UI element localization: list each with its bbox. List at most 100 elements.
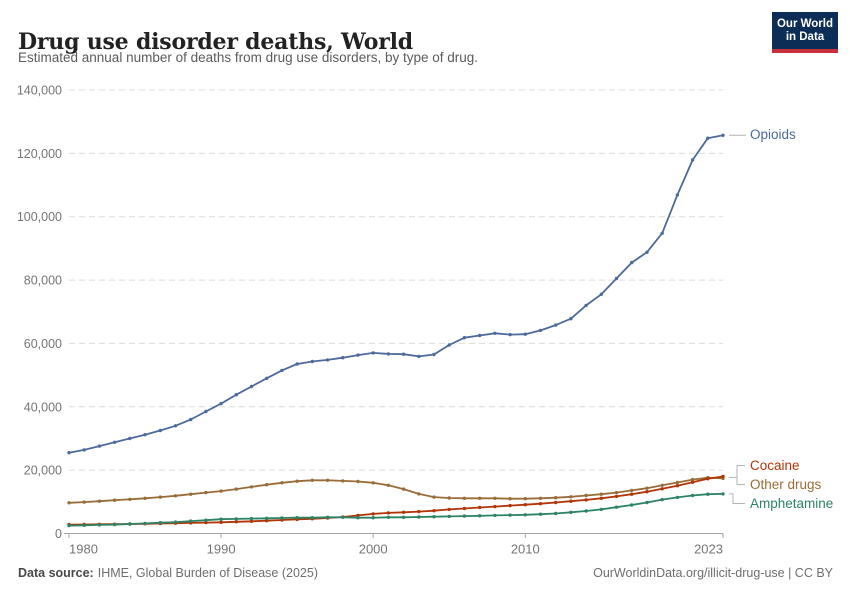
point-cocaine — [721, 474, 725, 479]
x-tick-label: 1980 — [69, 542, 98, 557]
point-other-drugs — [386, 483, 391, 487]
line-cocaine[interactable] — [68, 475, 724, 526]
point-opioids — [97, 444, 102, 448]
point-amphetamine — [432, 515, 436, 519]
point-opioids — [401, 352, 406, 356]
point-amphetamine — [356, 516, 360, 520]
point-other-drugs — [447, 496, 451, 500]
point-amphetamine — [599, 507, 603, 512]
point-other-drugs — [143, 496, 147, 500]
point-opioids — [67, 451, 71, 455]
point-cocaine — [614, 494, 619, 499]
legend-label-cocaine[interactable]: Cocaine — [750, 457, 800, 473]
point-amphetamine — [67, 523, 71, 528]
point-opioids — [280, 368, 284, 373]
point-opioids — [265, 376, 269, 380]
point-opioids — [462, 336, 467, 340]
point-cocaine — [645, 490, 649, 494]
point-other-drugs — [417, 492, 421, 496]
point-amphetamine — [478, 514, 482, 518]
point-cocaine — [675, 484, 680, 488]
point-other-drugs — [569, 495, 573, 499]
legend-label-opioids[interactable]: Opioids — [750, 127, 796, 143]
point-opioids — [554, 323, 558, 327]
point-other-drugs — [599, 492, 603, 496]
point-opioids — [645, 250, 649, 254]
point-amphetamine — [158, 521, 162, 525]
point-amphetamine — [341, 515, 345, 519]
point-opioids — [356, 353, 360, 357]
point-opioids — [341, 356, 345, 360]
point-opioids — [523, 332, 527, 336]
point-cocaine — [219, 520, 223, 524]
y-tick-label: 40,000 — [24, 400, 62, 414]
legend-label-other-drugs[interactable]: Other drugs — [750, 476, 822, 492]
line-opioids[interactable] — [68, 134, 724, 454]
point-amphetamine — [371, 516, 375, 520]
point-amphetamine — [401, 515, 406, 519]
point-other-drugs — [675, 480, 680, 485]
point-opioids — [204, 409, 208, 414]
point-other-drugs — [158, 495, 162, 499]
point-opioids — [371, 351, 375, 355]
point-other-drugs — [295, 479, 299, 483]
point-cocaine — [401, 510, 406, 514]
point-opioids — [508, 332, 512, 337]
point-amphetamine — [508, 513, 512, 517]
point-amphetamine — [569, 510, 573, 514]
point-amphetamine — [721, 492, 725, 496]
point-cocaine — [569, 499, 573, 503]
legend-label-amphetamine[interactable]: Amphetamine — [750, 495, 834, 511]
point-opioids — [538, 328, 543, 333]
point-cocaine — [478, 505, 482, 510]
point-other-drugs — [462, 496, 467, 500]
point-other-drugs — [660, 483, 664, 487]
point-other-drugs — [554, 496, 558, 500]
point-opioids — [675, 193, 680, 197]
point-other-drugs — [645, 486, 649, 490]
point-amphetamine — [310, 516, 314, 520]
point-amphetamine — [630, 503, 634, 507]
point-other-drugs — [341, 479, 345, 483]
owid-logo[interactable]: Our World in Data — [772, 12, 838, 53]
point-cocaine — [493, 504, 497, 509]
point-other-drugs — [523, 497, 527, 501]
point-other-drugs — [325, 478, 330, 482]
point-opioids — [478, 333, 482, 338]
data-source-label: Data source: — [18, 566, 94, 580]
point-other-drugs — [173, 494, 178, 498]
point-other-drugs — [614, 490, 619, 495]
point-other-drugs — [584, 493, 588, 498]
point-opioids — [219, 401, 223, 406]
point-opioids — [493, 331, 497, 335]
point-cocaine — [234, 520, 238, 524]
point-opioids — [158, 428, 162, 433]
point-amphetamine — [554, 511, 558, 516]
point-cocaine — [630, 492, 634, 496]
point-amphetamine — [97, 523, 102, 527]
point-cocaine — [265, 519, 269, 523]
credit-link[interactable]: OurWorldinData.org/illicit-drug-use | CC… — [593, 566, 833, 580]
point-other-drugs — [538, 496, 543, 500]
point-other-drugs — [112, 498, 117, 502]
point-amphetamine — [112, 522, 117, 527]
point-amphetamine — [128, 522, 132, 526]
point-cocaine — [508, 503, 512, 508]
point-other-drugs — [508, 497, 512, 501]
point-cocaine — [417, 509, 421, 514]
point-cocaine — [371, 512, 375, 516]
data-source-value[interactable]: IHME, Global Burden of Disease (2025) — [97, 566, 318, 580]
point-opioids — [630, 260, 634, 265]
point-opioids — [660, 231, 664, 235]
point-other-drugs — [97, 499, 102, 503]
chart-subtitle: Estimated annual number of deaths from d… — [18, 50, 479, 65]
line-amphetamine[interactable] — [68, 492, 724, 527]
line-other-drugs[interactable] — [68, 476, 724, 504]
y-tick-label: 120,000 — [17, 147, 62, 161]
point-amphetamine — [584, 509, 588, 513]
point-amphetamine — [325, 515, 330, 519]
y-tick-label: 20,000 — [24, 464, 62, 478]
data-source-note: Data source: IHME, Global Burden of Disea… — [18, 566, 318, 580]
y-tick-label: 80,000 — [24, 274, 62, 288]
